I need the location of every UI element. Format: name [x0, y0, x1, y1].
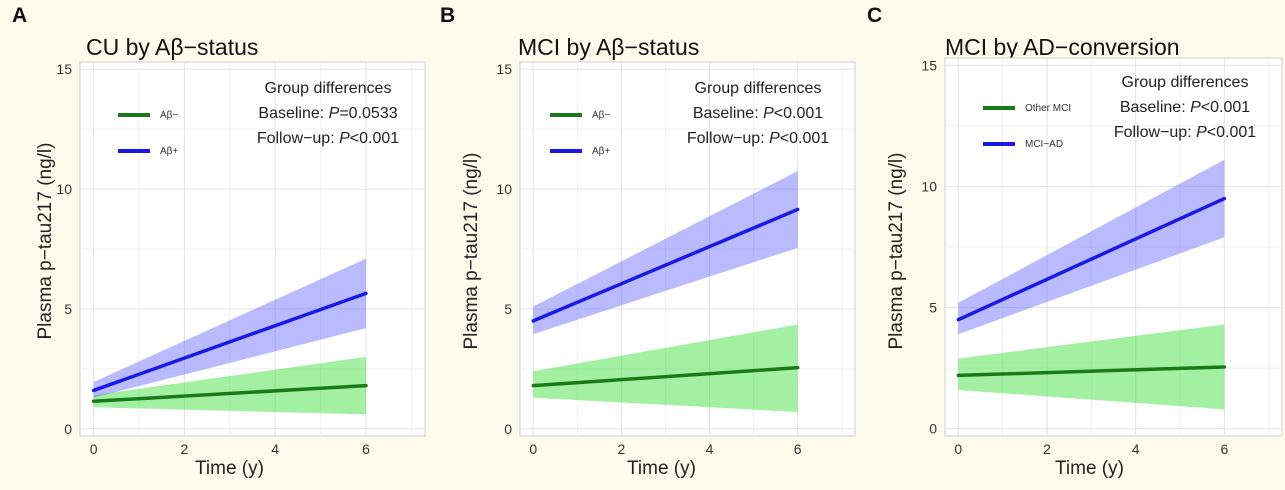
group-differences-annotation: Group differences Baseline: P<0.001 Foll…	[668, 76, 848, 151]
legend-label: Aβ+	[592, 145, 611, 157]
y-axis-label: Plasma p−tau217 (ng/l)	[886, 152, 907, 350]
annotation-followup: Follow−up: P<0.001	[256, 130, 400, 147]
y-axis-label: Plasma p−tau217 (ng/l)	[35, 142, 56, 340]
y-tick-label: 15	[56, 61, 72, 77]
series-line-1	[91, 291, 368, 393]
y-axis-label: Plasma p−tau217 (ng/l)	[461, 152, 482, 350]
x-tick-label: 2	[617, 441, 625, 457]
legend-swatch-blue	[118, 149, 150, 153]
series-line-0	[956, 365, 1227, 378]
annotation-baseline: Baseline: P<0.001	[1119, 99, 1251, 116]
series-line-1	[531, 207, 800, 323]
x-tick-label: 6	[794, 441, 802, 457]
panel-letter: A	[12, 4, 28, 27]
annotation-heading: Group differences	[264, 80, 392, 97]
legend: Aβ− Aβ+	[118, 97, 178, 169]
x-axis-label: Time (y)	[1055, 458, 1124, 479]
annotation-baseline: Baseline: P<0.001	[692, 105, 824, 122]
confidence-band-1	[93, 258, 366, 398]
y-tick-label: 0	[504, 421, 512, 437]
panel-b: B MCI by Aβ−status 0 2 4 6 0 5 10 15 Plasma p−t…	[432, 0, 860, 490]
x-tick-label: 2	[181, 441, 189, 457]
plot-area: 0 2 4 6 0 5 10 15	[496, 61, 856, 457]
legend-item: Aβ+	[118, 133, 178, 169]
panel-letter: B	[440, 4, 456, 27]
legend-label: MCI−AD	[1025, 138, 1064, 150]
confidence-band-0	[958, 324, 1225, 410]
legend-item: Aβ−	[550, 97, 610, 133]
legend-label: Aβ−	[592, 109, 611, 121]
panel-title: MCI by Aβ−status	[518, 34, 700, 60]
y-tick-label: 0	[64, 421, 72, 437]
legend-swatch-green	[550, 113, 582, 117]
x-tick-label: 0	[954, 441, 962, 457]
plot-area: 0 2 4 6 0 5 10 15	[56, 61, 426, 457]
plot-area: 0 2 4 6 0 5 10 15	[921, 57, 1283, 457]
confidence-band-0	[533, 324, 798, 413]
legend-label: Aβ+	[160, 145, 179, 157]
legend-swatch-blue	[983, 142, 1015, 146]
panel-a: A CU by Aβ−status 0 2 4 6 0 5 10 15 Plasma p−ta…	[0, 0, 428, 490]
group-differences-annotation: Group differences Baseline: P<0.001 Foll…	[1107, 70, 1263, 145]
y-tick-label: 15	[496, 61, 512, 77]
y-tick-label: 10	[921, 178, 937, 194]
x-tick-label: 4	[706, 441, 714, 457]
series-line-0	[531, 365, 800, 388]
panel-title: MCI by AD−conversion	[945, 34, 1180, 60]
legend-swatch-green	[983, 106, 1015, 110]
legend-item: Aβ−	[118, 97, 178, 133]
annotation-heading: Group differences	[694, 80, 822, 97]
x-tick-label: 6	[362, 441, 370, 457]
legend-item: MCI−AD	[983, 126, 1071, 162]
y-tick-label: 10	[56, 181, 72, 197]
legend-label: Aβ−	[160, 109, 179, 121]
x-axis-label: Time (y)	[627, 458, 696, 479]
x-axis-label: Time (y)	[195, 458, 264, 479]
panel-letter: C	[867, 4, 883, 27]
x-tick-label: 0	[529, 441, 537, 457]
annotation-baseline: Baseline: P=0.0533	[258, 105, 398, 122]
y-tick-label: 10	[496, 181, 512, 197]
x-tick-label: 4	[271, 441, 279, 457]
x-tick-label: 0	[90, 441, 98, 457]
annotation-heading: Group differences	[1121, 74, 1249, 91]
legend-label: Other MCI	[1025, 102, 1072, 114]
panel-c: C MCI by AD−conversion 0 2 4 6 0 5 10 15 Plasma…	[857, 0, 1285, 490]
legend-item: Aβ+	[550, 133, 610, 169]
legend-item: Other MCI	[983, 90, 1071, 126]
y-tick-label: 5	[929, 300, 937, 316]
y-tick-label: 5	[504, 301, 512, 317]
annotation-followup: Follow−up: P<0.001	[686, 130, 830, 147]
legend-swatch-blue	[550, 149, 582, 153]
series-line-1	[956, 196, 1227, 322]
legend: Aβ− Aβ+	[550, 97, 610, 169]
x-tick-label: 4	[1132, 441, 1140, 457]
y-tick-label: 5	[64, 301, 72, 317]
legend: Other MCI MCI−AD	[983, 90, 1071, 162]
confidence-band-0	[93, 356, 366, 415]
annotation-followup: Follow−up: P<0.001	[1113, 124, 1257, 141]
x-tick-label: 2	[1043, 441, 1051, 457]
legend-swatch-green	[118, 113, 150, 117]
x-tick-label: 6	[1220, 441, 1228, 457]
series-line-0	[91, 383, 368, 403]
y-tick-label: 15	[921, 57, 937, 73]
panel-title: CU by Aβ−status	[86, 34, 259, 60]
y-tick-label: 0	[929, 421, 937, 437]
group-differences-annotation: Group differences Baseline: P=0.0533 Fol…	[238, 76, 418, 151]
